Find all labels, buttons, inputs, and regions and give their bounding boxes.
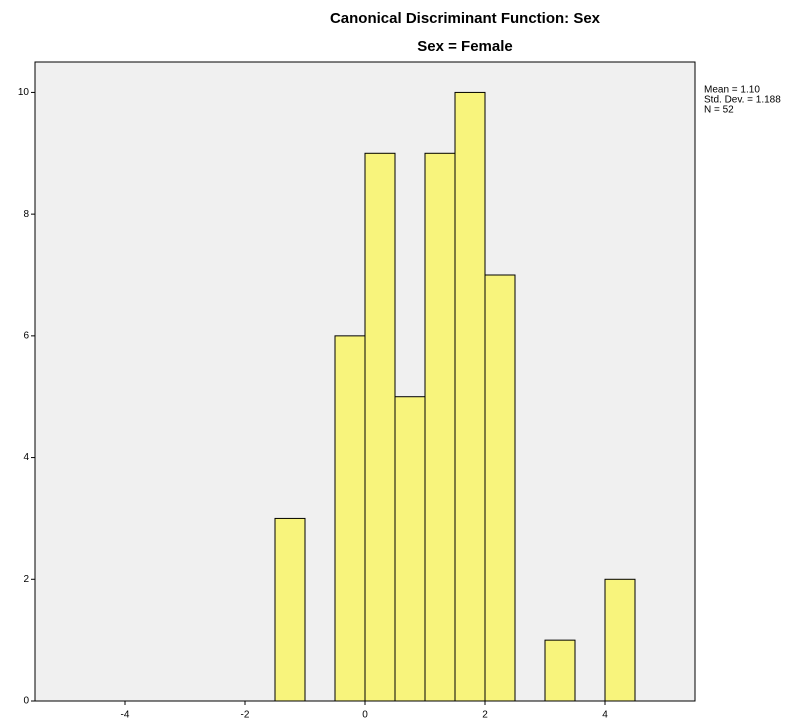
bar xyxy=(274,517,306,702)
y-tick-label: 0 xyxy=(23,696,29,707)
x-tick-label: -2 xyxy=(241,710,250,721)
chart-subtitle: Sex = Female xyxy=(417,38,512,55)
y-tick-label: 8 xyxy=(23,209,29,220)
bar xyxy=(604,578,636,702)
stats-line: Std. Dev. = 1.188 xyxy=(704,95,781,106)
x-tick-label: 2 xyxy=(482,710,488,721)
y-tick-label: 10 xyxy=(18,87,30,98)
stats-line: Mean = 1.10 xyxy=(704,85,760,96)
bar xyxy=(424,152,456,702)
x-tick-label: 4 xyxy=(602,710,608,721)
x-tick-label: -4 xyxy=(121,710,130,721)
bar xyxy=(364,152,396,702)
bar xyxy=(454,91,486,702)
bar xyxy=(544,639,576,702)
y-tick-label: 6 xyxy=(23,330,29,341)
chart-title: Canonical Discriminant Function: Sex xyxy=(330,10,601,27)
bar xyxy=(394,396,426,702)
y-tick-label: 2 xyxy=(23,574,29,585)
y-tick-label: 4 xyxy=(23,452,29,463)
stats-line: N = 52 xyxy=(704,105,734,116)
bar xyxy=(484,274,516,702)
x-tick-label: 0 xyxy=(362,710,368,721)
bar xyxy=(334,335,366,702)
